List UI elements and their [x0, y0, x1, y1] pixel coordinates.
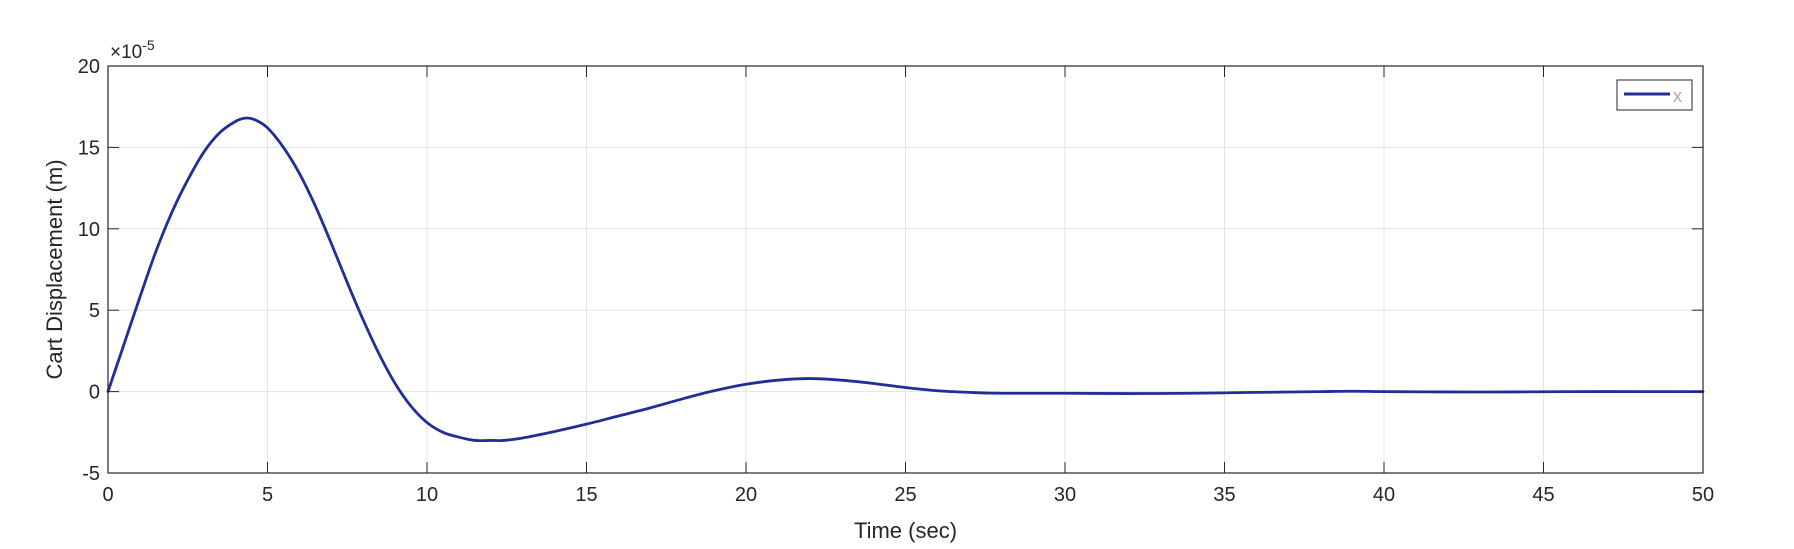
- x-tick-label: 20: [735, 484, 757, 506]
- x-tick-label: 45: [1532, 484, 1554, 506]
- grid: [108, 66, 1703, 473]
- y-tick-label: 15: [78, 137, 100, 159]
- x-tick-label: 25: [894, 484, 916, 506]
- x-tick-label: 50: [1692, 484, 1714, 506]
- y-tick-label: 5: [89, 300, 100, 322]
- x-tick-label: 0: [102, 484, 113, 506]
- y-tick-label: 10: [78, 219, 100, 241]
- y-axis-title: Cart Displacement (m): [42, 159, 67, 379]
- x-tick-label: 40: [1373, 484, 1395, 506]
- series-layer: [106, 116, 1705, 443]
- x-tick-label: 35: [1213, 484, 1235, 506]
- y-tick-label: 0: [89, 382, 100, 404]
- legend-label: x: [1673, 86, 1682, 106]
- x-axis-title: Time (sec): [854, 518, 957, 543]
- series-line-x: [106, 116, 1705, 443]
- y-axis-exponent: ×10-5: [110, 37, 155, 63]
- x-tick-label: 10: [416, 484, 438, 506]
- y-tick-label: -5: [82, 463, 100, 485]
- ticks: [107, 65, 1704, 474]
- y-tick-label: 20: [78, 56, 100, 78]
- x-tick-label: 30: [1054, 484, 1076, 506]
- y-axis-exponent-power: -5: [142, 37, 155, 53]
- y-axis-exponent-base: ×10: [110, 42, 142, 63]
- x-tick-label: 5: [262, 484, 273, 506]
- legend: x: [1616, 79, 1693, 111]
- x-tick-label: 15: [575, 484, 597, 506]
